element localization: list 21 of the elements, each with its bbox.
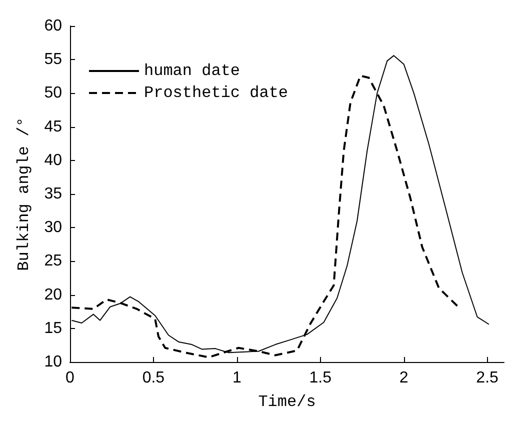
- legend-label: human date: [144, 62, 240, 80]
- legend-label: Prosthetic date: [144, 84, 288, 102]
- y-tick-label: 30: [44, 219, 62, 236]
- x-tick-label: 0.5: [142, 370, 165, 386]
- y-tick-label: 15: [44, 320, 62, 337]
- y-tick-label: 20: [44, 286, 62, 304]
- x-tick-label: 2.5: [476, 370, 499, 386]
- y-tick-label: 40: [44, 152, 62, 169]
- y-tick-label: 35: [44, 186, 62, 202]
- x-tick-label: 1: [232, 370, 242, 386]
- x-tick-label: 1.5: [309, 370, 332, 386]
- y-axis-title: Bulking angle /°: [15, 117, 33, 271]
- y-tick-label: 45: [44, 118, 62, 136]
- y-tick-label: 10: [44, 354, 62, 370]
- y-tick-label: 25: [44, 252, 62, 270]
- y-tick-label: 50: [44, 84, 62, 102]
- y-tick-label: 55: [44, 51, 62, 68]
- x-axis-title: Time/s: [258, 393, 316, 411]
- y-tick-label: 60: [44, 18, 62, 34]
- x-tick-label: 0: [66, 370, 75, 386]
- x-tick-label: 2: [399, 370, 408, 386]
